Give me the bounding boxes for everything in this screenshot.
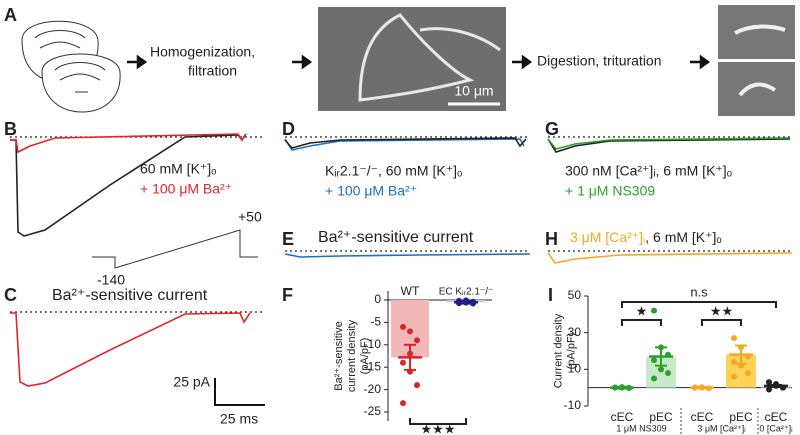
trace-title: Ba²⁺-sensitive current [52,287,208,304]
data-point [400,323,406,330]
x-tick-label: EC Kᵢᵣ2.1⁻/⁻ [439,287,494,298]
data-point [400,400,406,407]
significance: n.s [690,284,708,299]
arrow [512,54,533,70]
step-label: Homogenization, [150,44,255,60]
x-tick-label: cEC [691,410,714,424]
panel-label: H [545,229,558,249]
legend-text: + 100 μM Ba²⁺ [140,181,232,197]
panel-label: B [4,119,17,139]
cell-image [718,62,795,116]
x-tick-label: cEC [765,410,788,424]
panel-label: E [282,229,294,249]
cell-image [718,5,795,59]
trace [284,137,527,149]
data-point [407,328,413,335]
significance: ★★★ [421,421,456,435]
protocol [92,229,258,269]
data-point [400,359,406,366]
x-tick-label: cEC [611,410,634,424]
panel-label: G [545,119,559,139]
legend-text: 3 μM [Ca²⁺]ᵢ, 6 mM [K⁺]ₒ [570,229,722,245]
data-point [651,307,657,314]
trace [284,138,525,151]
legend-text: 3 μM [Ca²⁺]ᵢ [570,229,645,245]
significance-bracket [701,319,742,326]
y-tick-label: -25 [364,404,382,418]
trace [547,137,791,150]
y-tick-label: -10 [564,398,582,412]
panel-label: C [4,285,17,305]
step-label: Digestion, trituration [537,53,662,69]
x-tick-label: WT [401,284,420,298]
y-tick-label: -15 [364,359,382,373]
trace [284,253,531,258]
trace-title: Ba²⁺-sensitive current [318,229,474,246]
panel-label: D [282,119,295,139]
y-tick-label: -5 [370,315,381,329]
group-label: 1 μM NS309 [616,423,666,433]
data-point [658,366,664,373]
y-tick-label: -20 [364,382,382,396]
scale-label: 25 ms [220,411,258,427]
trace [547,138,791,153]
panel-label: I [548,285,553,305]
y-tick-label: 30 [568,325,582,339]
cell [738,82,777,97]
data-point [414,337,420,344]
arrow [127,54,148,70]
data-point [731,335,737,342]
protocol-label: -140 [97,272,125,288]
scale-label: 25 pA [173,374,210,390]
brain-drawing [21,20,121,113]
panel-label: F [282,285,293,305]
step-label: filtration [188,63,237,79]
data-point [745,370,751,376]
legend-text: 60 mM [K⁺]ₒ [140,161,216,177]
cell [734,24,786,35]
legend-text: + 1 μM NS309 [565,183,655,199]
protocol-label: +50 [238,209,262,225]
significance-bracket [621,301,777,308]
data-point [766,386,772,393]
y-axis-label: current density [346,319,358,392]
y-axis-label: Current density [552,313,564,388]
x-tick-label: pEC [649,410,673,424]
data-point [651,357,657,364]
trace [10,312,251,387]
data-point [651,375,657,382]
significance: ★★ [710,303,733,318]
y-tick-label: 0 [374,292,381,306]
data-point [766,379,772,386]
trace [547,252,793,264]
x-tick-label: pEC [729,410,753,424]
y-tick-label: 10 [568,362,582,376]
panel-label: A [4,5,17,25]
y-tick-label: -10 [364,337,382,351]
group-label: 3 μM [Ca²⁺]ᵢ [697,423,745,433]
legend-text: 300 nM [Ca²⁺]ᵢ, 6 mM [K⁺]ₒ [565,163,732,179]
arrow [690,54,711,70]
significance: ★ [636,303,648,318]
legend-text: , 6 mM [K⁺]ₒ [645,229,721,245]
data-point [731,373,737,380]
y-tick-label: 50 [568,288,582,302]
data-point [414,382,420,389]
arrow [292,54,313,70]
trace [10,133,247,154]
scale-label: 10 μm [454,83,493,99]
data-point [665,370,671,376]
y-axis-label: (pA/pF) [359,338,371,375]
significance-bracket [409,418,467,425]
y-axis-label: (pA/pF) [565,333,577,370]
scale-bar [214,378,265,406]
significance-bracket [621,319,662,326]
vessel [358,13,501,102]
legend-text: + 100 μM Ba²⁺ [325,183,417,199]
y-axis-label: Ba²⁺-sensitive [333,321,345,390]
group-label: 0 [Ca²⁺]ᵢ [759,423,792,433]
legend-text: Kᵢᵣ2.1⁻/⁻, 60 mM [K⁺]ₒ [325,163,462,179]
